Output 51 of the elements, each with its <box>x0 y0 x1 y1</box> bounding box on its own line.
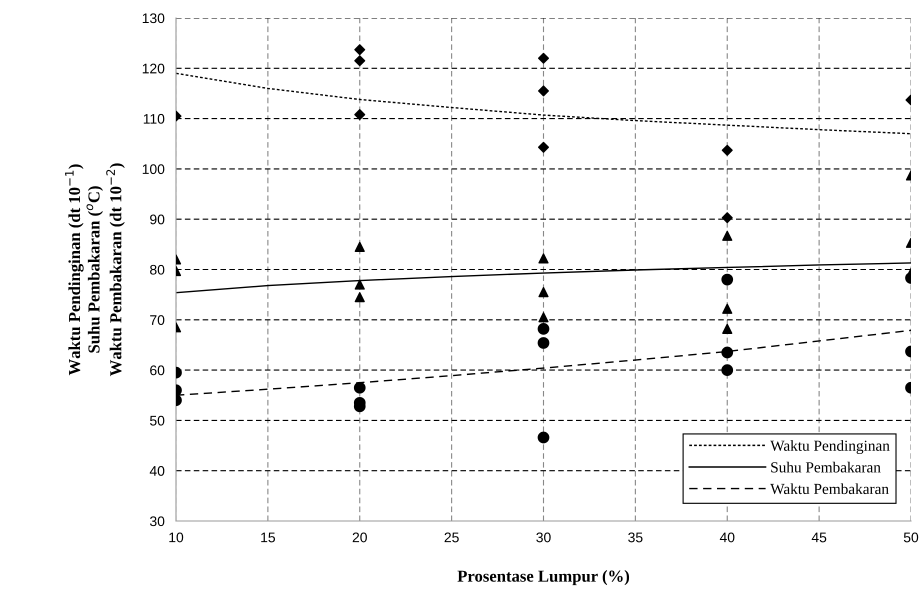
legend-label: Waktu Pembakaran <box>770 483 889 494</box>
x-tick-label: 25 <box>444 532 459 542</box>
point <box>721 364 734 376</box>
x-tick-label: 30 <box>536 532 551 542</box>
y-tick-label: 100 <box>142 164 164 174</box>
x-axis-title: Prosentase Lumpur (%) <box>458 570 630 586</box>
point <box>354 280 365 290</box>
point <box>721 274 734 286</box>
y-tick-label: 80 <box>150 264 164 275</box>
point <box>538 312 549 322</box>
point <box>538 432 550 444</box>
y-tick-label: 90 <box>150 214 164 224</box>
line-series <box>176 72 911 134</box>
y-tick-label: 120 <box>142 64 164 74</box>
y-tick-label: 130 <box>142 13 164 24</box>
x-tick-label: 20 <box>352 532 367 542</box>
text: Waktu Pendinginan (dt 10$^{−1}$) Suhu Pembakaran ($^{o}$C) Waktu Pembakaran (dt 10$^{−2}$) <box>65 163 125 376</box>
legend-label: Waktu Pendinginan <box>770 440 890 454</box>
point <box>354 242 365 252</box>
x-tick-label: 50 <box>904 532 918 542</box>
point <box>354 109 366 120</box>
point <box>722 230 732 241</box>
y-tick-label: 70 <box>150 315 164 325</box>
legend-label: Suhu Pembakaran <box>771 462 881 472</box>
point <box>538 253 549 264</box>
point <box>354 44 366 56</box>
y-tick-label: 110 <box>144 114 164 124</box>
point <box>722 324 732 334</box>
point <box>722 304 732 314</box>
y-tick-label: 30 <box>150 516 164 526</box>
x-tick-label: 10 <box>169 532 184 542</box>
point <box>722 144 733 156</box>
point <box>538 287 549 298</box>
point <box>538 323 550 335</box>
x-tick-label: 40 <box>720 532 734 542</box>
point <box>538 142 550 153</box>
point <box>354 292 365 302</box>
point <box>538 52 550 64</box>
point <box>721 346 734 358</box>
point <box>354 382 366 394</box>
y-tick-label: 40 <box>150 466 164 476</box>
point <box>354 55 366 66</box>
line-series <box>176 262 911 294</box>
x-tick-label: 45 <box>812 532 826 542</box>
y-tick-label: 60 <box>150 365 164 376</box>
point <box>538 337 550 349</box>
y-tick-label: 50 <box>150 416 164 426</box>
point <box>722 212 733 224</box>
point <box>538 85 550 96</box>
x-tick-label: 35 <box>628 532 643 542</box>
x-tick-label: 15 <box>261 532 276 542</box>
